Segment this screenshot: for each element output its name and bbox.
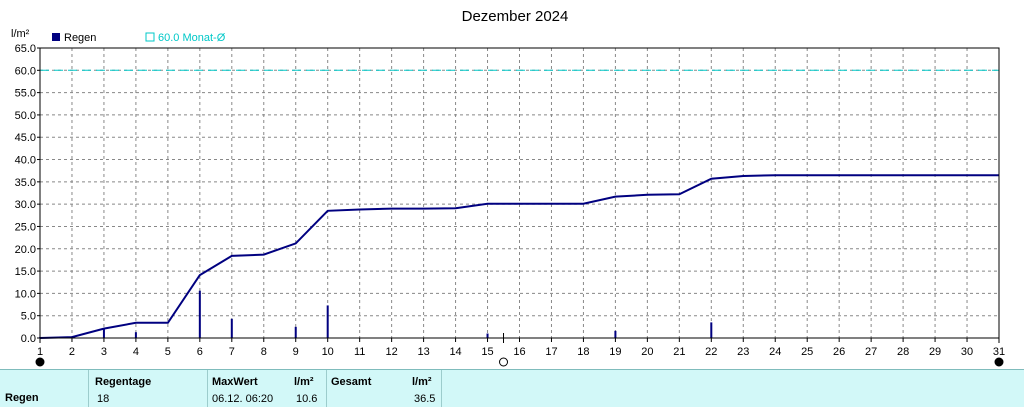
daily-rain-bar [614,330,617,338]
gesamt-header: Gesamt [331,376,372,388]
new-moon-icon [994,357,1004,367]
legend-average-swatch [145,32,155,42]
x-tick-label: 16 [513,346,525,358]
divider [207,370,208,407]
y-tick-label: 50.0 [15,110,36,122]
gesamt-unit-header: l/m² [412,376,432,388]
rain-chart: Dezember 2024 l/m² Regen 60.0 Monat-Ø 0.… [11,8,1005,367]
x-tick-label: 30 [961,346,973,358]
chart-title: Dezember 2024 [462,8,569,25]
x-tick-label: 17 [545,346,557,358]
x-tick-label: 5 [165,346,171,358]
x-tick-label: 23 [737,346,749,358]
x-tick-label: 21 [673,346,685,358]
x-tick-label: 27 [865,346,877,358]
x-tick-label: 11 [354,346,365,358]
y-tick-label: 25.0 [15,221,36,233]
x-tick-label: 2 [69,346,75,358]
plot-frame [39,47,1000,339]
maxwert-header: MaxWert [212,376,258,388]
x-tick-label: 31 [993,346,1005,358]
x-tick-label: 8 [261,346,267,358]
x-tick-label: 10 [322,346,334,358]
daily-rain-bar [294,326,297,338]
x-tick-label: 20 [641,346,653,358]
x-tick-label: 14 [449,346,461,358]
legend-regen-swatch [52,33,60,41]
stats-row-label: Regen [5,392,39,404]
divider [326,370,327,407]
x-tick-label: 4 [133,346,139,358]
x-tick-label: 19 [609,346,621,358]
maxwert-value: 06.12. 06:20 [212,393,274,405]
daily-rain-bar [198,290,201,338]
y-tick-label: 35.0 [15,177,36,189]
x-tick-label: 24 [769,346,781,358]
x-tick-label: 6 [197,346,203,358]
y-tick-label: 65.0 [15,43,36,55]
y-tick-label: 60.0 [15,65,36,77]
y-tick-label: 0.0 [21,333,36,345]
maxwert-unit-header: l/m² [294,376,314,388]
x-tick-label: 15 [481,346,493,358]
y-axis-ticks: 0.0 5.0 10.0 15.0 20.0 25.0 30.0 35.0 40.0 45.0 50… [15,43,40,345]
daily-rain-bar [326,305,329,338]
new-moon-icon [35,357,45,367]
y-tick-label: 40.0 [15,155,36,167]
y-tick-label: 5.0 [21,311,36,323]
grid [40,48,999,338]
legend: Regen 60.0 Monat-Ø [52,32,226,44]
y-tick-label: 10.0 [15,288,36,300]
x-tick-label: 29 [929,346,941,358]
cumulative-rain-series [39,174,999,339]
x-tick-label: 26 [833,346,845,358]
y-tick-label: 15.0 [15,266,36,278]
x-tick-label: 13 [417,346,429,358]
daily-rain-bar [230,318,233,338]
y-tick-label: 45.0 [15,132,36,144]
regentage-header: Regentage [95,376,152,388]
divider [88,370,89,407]
x-tick-label: 18 [577,346,589,358]
legend-regen-label: Regen [64,32,96,44]
full-moon-icon [499,357,509,367]
y-axis-label: l/m² [11,28,30,40]
daily-rain-bar [486,333,489,338]
x-tick-label: 1 [37,346,43,358]
cumulative-rain-line [39,174,999,339]
y-tick-label: 55.0 [15,88,36,100]
moon-phases [35,333,1004,367]
x-tick-label: 3 [101,346,107,358]
y-tick-label: 20.0 [15,244,36,256]
x-tick-label: 9 [293,346,299,358]
regentage-value: 18 [97,393,110,405]
maxwert-amount: 10.6 [296,393,318,405]
divider [441,370,442,407]
y-tick-label: 30.0 [15,199,36,211]
daily-rain-bar [134,332,137,338]
x-tick-label: 25 [801,346,813,358]
daily-rain-bar [710,322,713,338]
x-axis-ticks: 1 2 3 4 5 6 7 8 9 10 11 12 13 14 15 16 17 18 19 20 21 22 23 24 2… [37,338,1005,358]
daily-rain-bar [102,329,105,338]
legend-average-label: 60.0 Monat-Ø [158,32,226,44]
x-tick-label: 22 [705,346,717,358]
x-tick-label: 12 [386,346,398,358]
stats-panel: Regen Regentage 18 MaxWert 06.12. 06:20 … [0,369,1024,407]
daily-rain-bars [39,290,713,338]
x-tick-label: 28 [897,346,909,358]
x-tick-label: 7 [229,346,235,358]
gesamt-value: 36.5 [414,393,436,405]
